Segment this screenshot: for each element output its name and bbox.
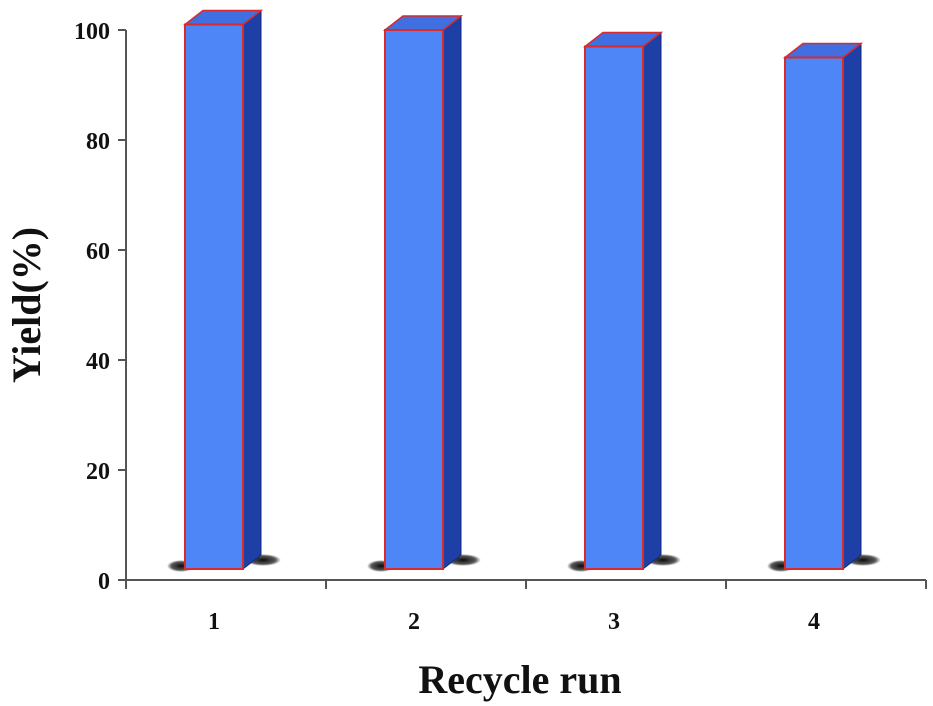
y-tick-label: 0 [98, 569, 110, 595]
bar-shadows [167, 554, 881, 572]
x-axis-title: Recycle run [418, 657, 621, 702]
y-tick-label: 100 [74, 19, 110, 45]
bar [382, 14, 464, 571]
bar-side-face [842, 42, 862, 571]
bar-front-face [384, 29, 444, 570]
bar [582, 31, 664, 571]
x-tick-label: 3 [608, 609, 620, 635]
bars [182, 9, 864, 571]
y-tick-label: 40 [86, 349, 110, 375]
bar-side-face [242, 9, 262, 571]
x-tick-label: 4 [808, 609, 820, 635]
y-tick-label: 20 [86, 459, 110, 485]
y-axis-title: Yield(%) [4, 227, 49, 383]
y-tick-label: 60 [86, 239, 110, 265]
bar-side-face [642, 31, 662, 571]
bar [782, 42, 864, 571]
x-tick-label: 2 [408, 609, 420, 635]
y-tick-label: 80 [86, 129, 110, 155]
bar [182, 9, 264, 571]
bar-front-face [184, 23, 244, 570]
bar-front-face [584, 45, 644, 570]
bar-side-face [442, 14, 462, 571]
x-ticks: 1 2 3 4 [125, 580, 927, 635]
bar-front-face [784, 56, 844, 570]
x-tick-label: 1 [208, 609, 220, 635]
y-ticks: 0 20 40 60 80 100 [74, 19, 126, 595]
